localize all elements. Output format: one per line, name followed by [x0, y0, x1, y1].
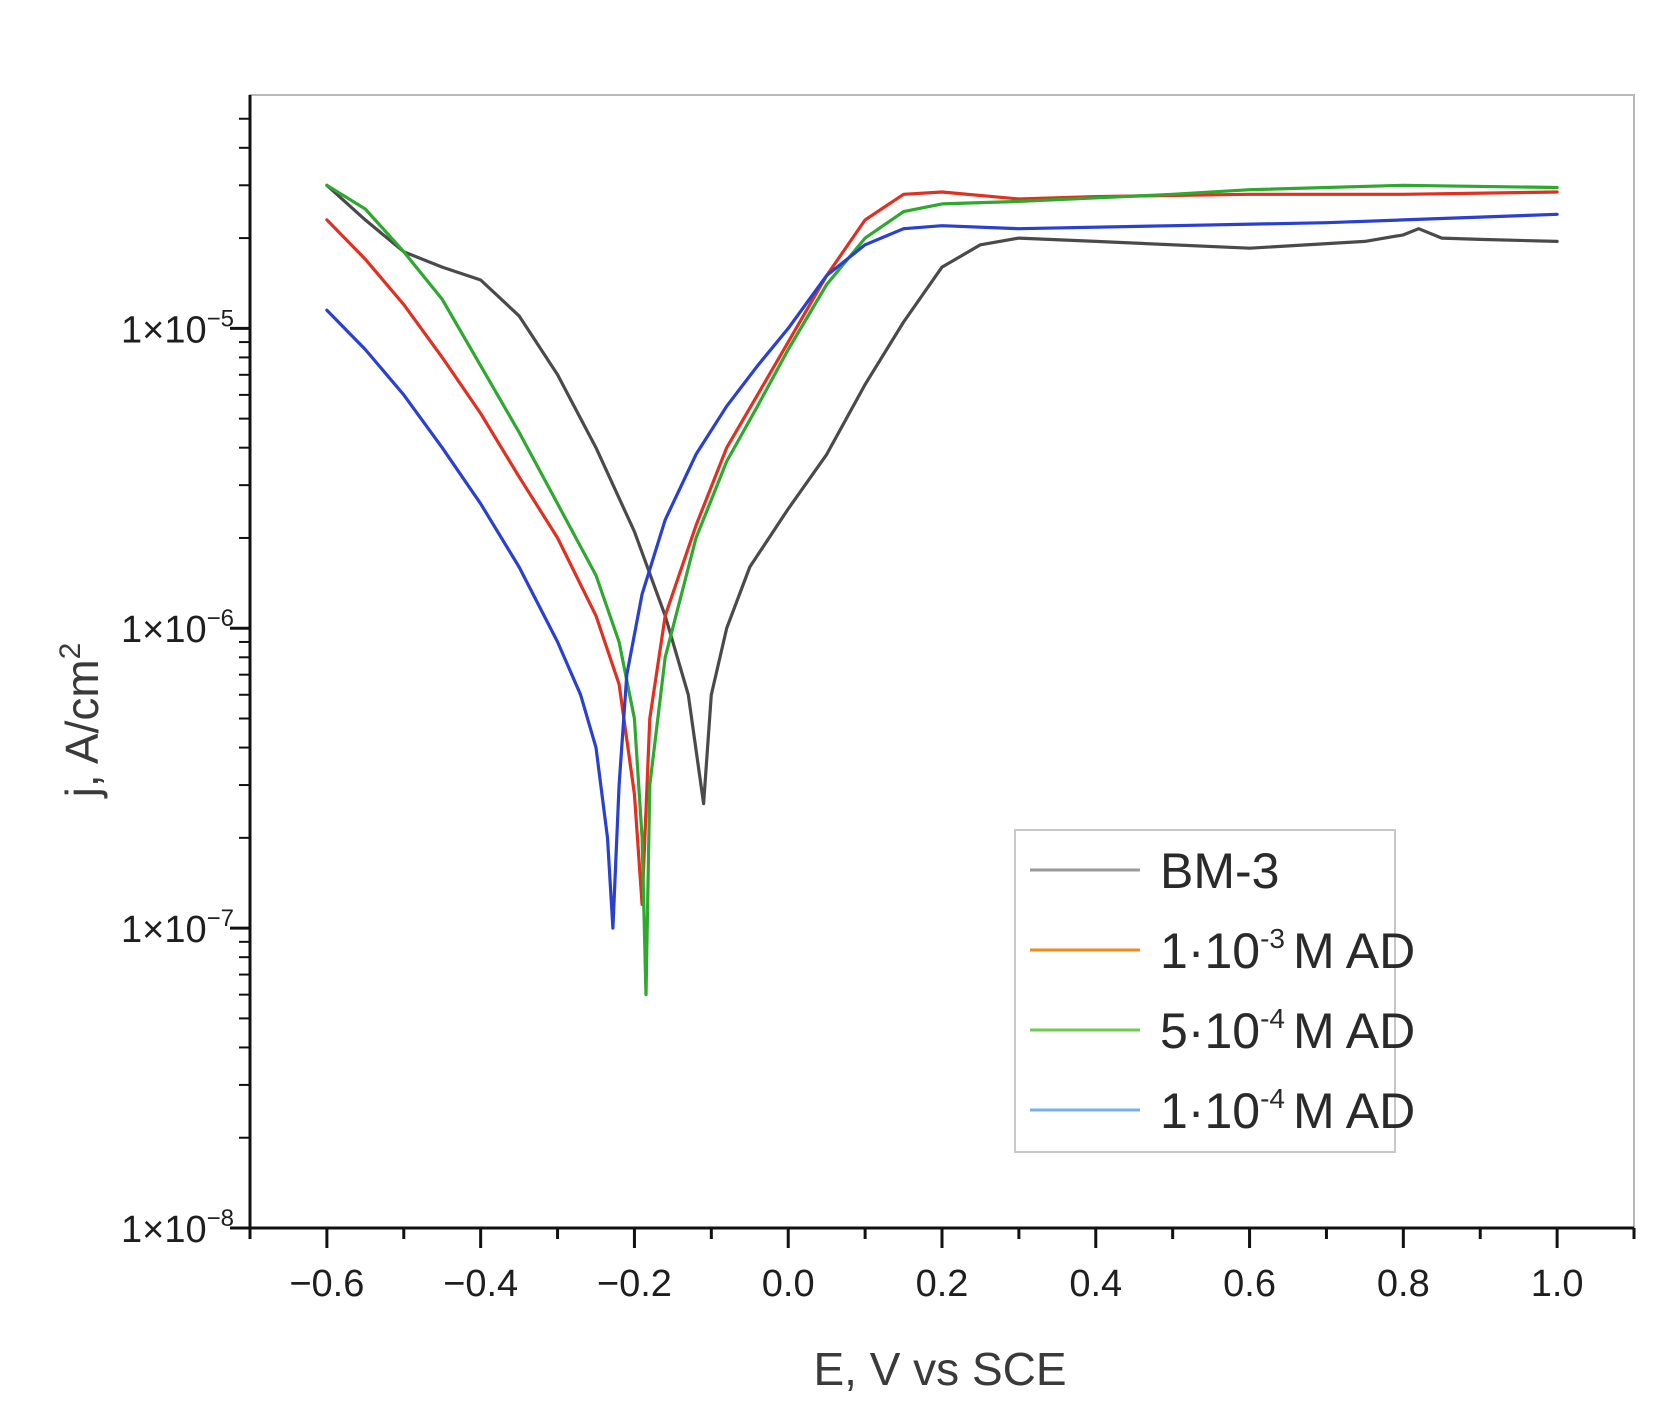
legend-label: 1·10-4 M AD — [1160, 1083, 1415, 1139]
x-tick-label: −0.4 — [443, 1263, 518, 1305]
legend-label: 1·10-3 M AD — [1160, 923, 1415, 979]
legend-label: 5·10-4 M AD — [1160, 1003, 1415, 1059]
plot-frame — [249, 94, 1635, 1229]
x-tick-label: 0.8 — [1377, 1263, 1430, 1305]
x-tick-label: 0.6 — [1223, 1263, 1276, 1305]
legend-label: BM-3 — [1160, 843, 1279, 899]
series-line-2 — [325, 183, 1559, 997]
y-axis-title-sup: 2 — [54, 643, 87, 660]
x-tick-label: −0.6 — [289, 1263, 364, 1305]
y-axis-title: j, A/cm2 — [54, 643, 108, 800]
x-tick-label: 0.0 — [762, 1263, 815, 1305]
x-ticks: −0.6 −0.4 −0.2 0.0 0.2 0.4 0.6 0.8 1.0 — [248, 1228, 1636, 1305]
series-line-1 — [325, 190, 1559, 907]
y-tick-label: 1×10−5 — [121, 305, 234, 351]
x-tick-label: 0.4 — [1069, 1263, 1122, 1305]
legend-items: BM-3 1·10-3 M AD 5·10-4 M AD 1·10-4 M AD — [1030, 843, 1415, 1139]
y-tick-label: 1×10−8 — [121, 1205, 234, 1251]
series-line-3 — [325, 212, 1559, 930]
x-tick-label: 0.2 — [916, 1263, 969, 1305]
series-group — [325, 183, 1559, 997]
y-tick-label: 1×10−7 — [121, 905, 234, 951]
x-axis-title: E, V vs SCE — [813, 1343, 1066, 1395]
legend-box — [1014, 829, 1396, 1153]
x-tick-label: −0.2 — [597, 1263, 672, 1305]
y-ticks: 1×10−5 1×10−6 1×10−7 1×10−8 — [121, 117, 250, 1251]
y-tick-label: 1×10−6 — [121, 605, 234, 651]
y-axis-title-main: j, A/cm — [56, 659, 108, 799]
legend: BM-3 1·10-3 M AD 5·10-4 M AD 1·10-4 M AD — [1014, 829, 1415, 1153]
series-line-0 — [325, 183, 1559, 806]
x-tick-label: 1.0 — [1531, 1263, 1584, 1305]
